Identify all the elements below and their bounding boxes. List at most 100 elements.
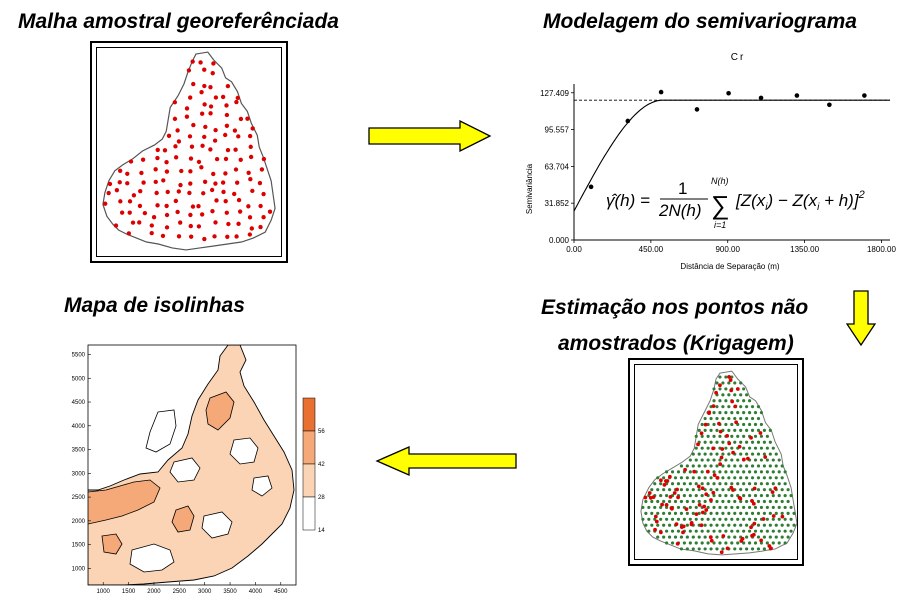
estimated-point <box>748 446 752 450</box>
map-y-tick-label: 2500 <box>72 495 86 501</box>
estimated-point <box>721 464 725 468</box>
estimated-point <box>727 499 731 504</box>
sample-point <box>267 209 273 214</box>
sample-point <box>232 191 237 197</box>
estimated-point <box>688 458 692 462</box>
sample-point <box>725 546 730 551</box>
estimated-point <box>721 499 725 504</box>
sample-point <box>739 539 744 543</box>
estimated-point <box>727 523 731 527</box>
sample-point <box>246 170 251 175</box>
sample-point <box>149 223 154 228</box>
estimated-point <box>703 476 707 480</box>
estimated-point <box>771 517 775 521</box>
sample-point <box>188 156 194 161</box>
estimated-point <box>679 535 684 539</box>
estimated-point <box>762 535 766 539</box>
estimated-point <box>759 411 764 415</box>
estimated-point <box>685 547 689 551</box>
sample-point <box>125 171 130 176</box>
sample-point <box>653 527 657 532</box>
estimated-point <box>768 535 772 539</box>
estimated-point <box>721 547 725 551</box>
map-axes: 1000 1500 2000 2500 3000 3500 4000 4500 1000 1500… <box>72 353 288 594</box>
estimated-point <box>733 440 737 444</box>
estimated-point <box>771 541 775 545</box>
estimated-point <box>750 405 755 409</box>
estimated-point <box>665 541 669 545</box>
estimated-point <box>739 381 743 385</box>
estimated-point <box>742 446 746 450</box>
estimated-point <box>670 482 675 486</box>
kriging-map <box>640 370 797 556</box>
estimated-point <box>750 464 755 468</box>
estimated-point <box>730 482 734 486</box>
estimated-point <box>721 452 725 456</box>
estimated-point <box>659 494 663 498</box>
sample-point <box>727 441 732 446</box>
estimated-point <box>753 411 758 415</box>
estimated-point <box>706 434 710 438</box>
estimated-point <box>765 517 769 521</box>
estimated-point <box>792 511 796 515</box>
estimated-point <box>721 393 725 397</box>
estimated-point <box>706 482 710 486</box>
legend-swatch <box>302 397 316 432</box>
estimated-point <box>691 476 695 480</box>
sample-point <box>248 177 253 182</box>
sample-point <box>643 495 648 500</box>
sample-point <box>137 220 142 225</box>
sample-point <box>232 128 238 133</box>
estimated-point <box>780 511 784 515</box>
estimated-point <box>768 428 772 432</box>
sample-point <box>709 538 714 543</box>
estimated-point <box>771 494 775 498</box>
estimated-point <box>759 541 764 545</box>
estimated-point <box>694 505 698 510</box>
sample-point <box>176 189 181 194</box>
estimated-point <box>739 440 743 444</box>
estimated-point <box>727 511 731 515</box>
sample-point <box>248 154 254 160</box>
estimated-point <box>691 488 695 492</box>
sample-point <box>718 383 722 388</box>
estimated-point <box>762 440 766 444</box>
estimated-point <box>768 476 772 480</box>
estimated-point <box>742 470 746 474</box>
estimated-point <box>733 535 737 539</box>
estimated-point <box>789 505 793 510</box>
estimated-point <box>697 499 701 504</box>
sample-point <box>664 502 669 507</box>
sample-point <box>103 201 108 206</box>
estimated-point <box>742 541 746 545</box>
sample-point <box>118 199 123 204</box>
sample-point <box>208 111 213 116</box>
estimated-point <box>679 547 684 551</box>
sample-point <box>127 199 133 204</box>
sample-point <box>155 155 160 161</box>
estimated-point <box>712 541 716 545</box>
y-tick-label: 0.000 <box>549 236 570 245</box>
sample-point <box>154 190 159 196</box>
estimated-point <box>777 482 781 486</box>
estimated-point <box>685 499 689 504</box>
estimated-point <box>712 529 716 533</box>
estimated-point <box>742 482 746 486</box>
estimated-point <box>762 547 766 551</box>
sample-point <box>184 114 190 119</box>
sampling-map <box>102 51 276 251</box>
x-axis-label: Distância de Separação (m) <box>680 262 779 271</box>
estimated-point <box>727 476 731 480</box>
estimated-point <box>774 452 778 456</box>
estimated-point <box>662 511 666 515</box>
estimated-point <box>641 517 645 521</box>
estimated-point <box>783 505 787 510</box>
sample-point <box>225 234 230 239</box>
estimated-point <box>709 464 713 468</box>
sample-point <box>164 203 169 209</box>
estimated-point <box>783 517 787 521</box>
sample-point <box>178 182 183 188</box>
estimated-point <box>673 511 678 515</box>
estimated-point <box>724 387 728 391</box>
sample-point <box>234 99 239 105</box>
